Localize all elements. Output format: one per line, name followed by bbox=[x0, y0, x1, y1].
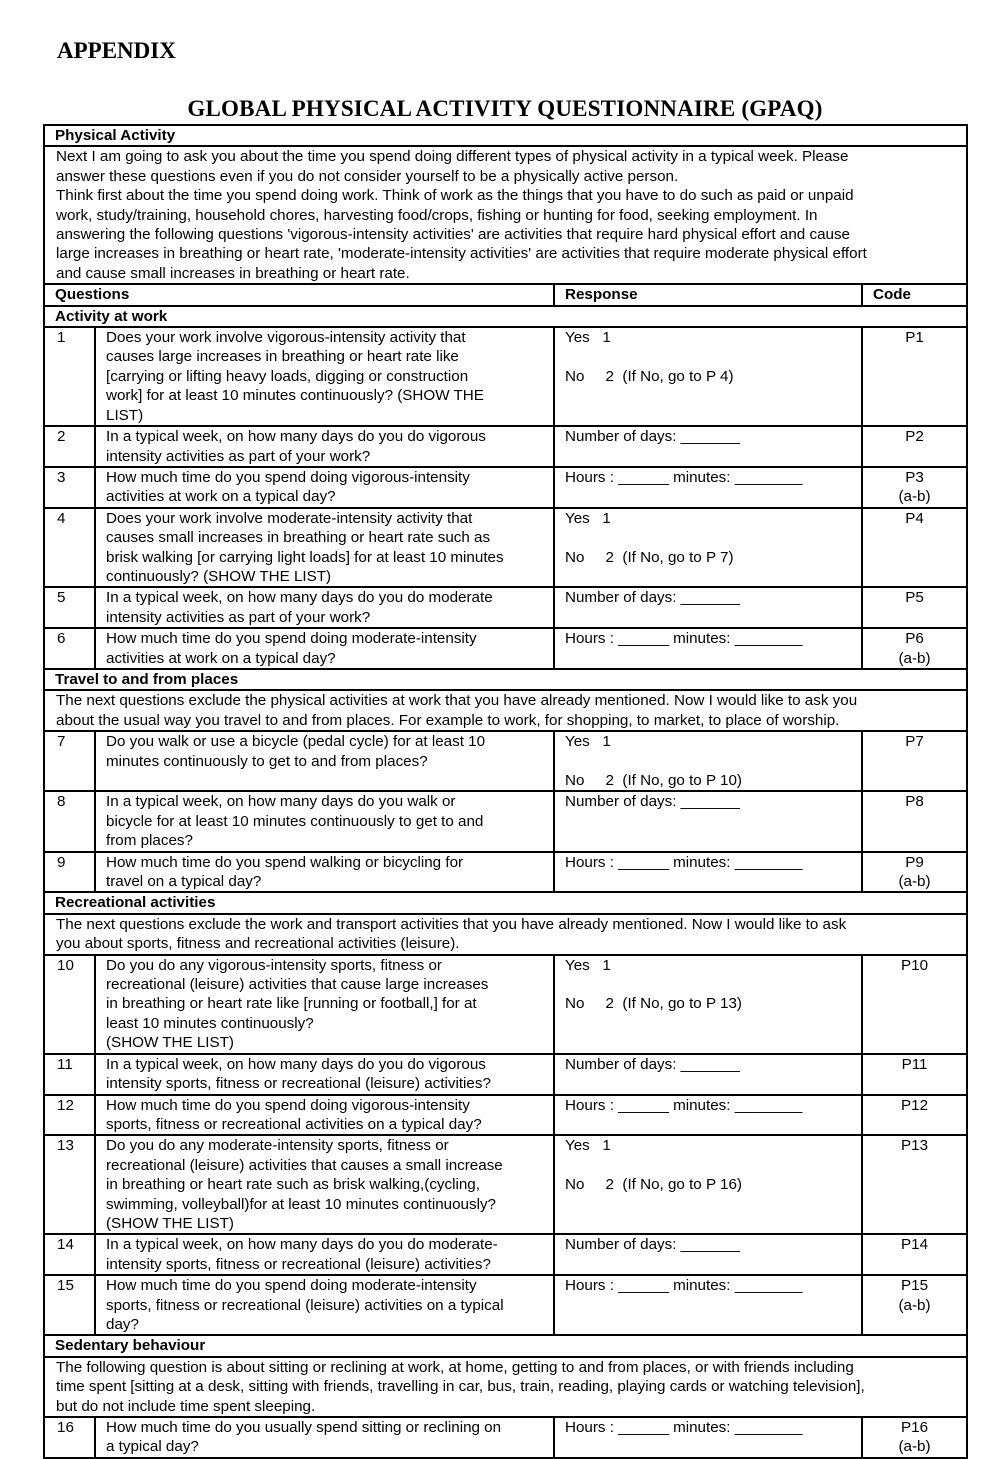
response-field: Yes 1 No 2 (If No, go to P 7) bbox=[553, 506, 863, 589]
question-code: P15 (a-b) bbox=[860, 1274, 969, 1337]
question-code: P13 bbox=[860, 1134, 969, 1236]
question-number: 12 bbox=[43, 1093, 96, 1137]
response-field: Hours : ______ minutes: ________ bbox=[553, 1274, 863, 1337]
question-row: 7 Do you walk or use a bicycle (pedal cyc… bbox=[43, 730, 969, 793]
question-code: P4 bbox=[860, 506, 969, 589]
question-code: P8 bbox=[860, 790, 969, 853]
question-text: Does your work involve moderate-intensit… bbox=[94, 506, 555, 589]
section-header-row: Activity at work bbox=[42, 304, 969, 329]
question-text: How much time do you spend walking or bi… bbox=[94, 850, 555, 894]
question-text: Do you do any vigorous-intensity sports,… bbox=[94, 953, 555, 1055]
question-code: P6 (a-b) bbox=[860, 627, 969, 670]
response-field: Hours : ______ minutes: ________ bbox=[553, 850, 863, 894]
question-text: Do you walk or use a bicycle (pedal cycl… bbox=[94, 730, 555, 793]
section-title: Activity at work bbox=[42, 304, 969, 329]
question-row: 3 How much time do you spend doing vigoro… bbox=[43, 465, 969, 509]
response-field: Number of days: _______ bbox=[553, 1052, 863, 1096]
question-number: 15 bbox=[43, 1274, 96, 1337]
question-number: 6 bbox=[43, 627, 96, 670]
question-text: In a typical week, on how many days do y… bbox=[94, 586, 555, 630]
question-code: P16 (a-b) bbox=[860, 1416, 969, 1459]
header-questions: Questions bbox=[43, 283, 555, 307]
question-row: 13 Do you do any moderate-intensity sport… bbox=[43, 1134, 969, 1236]
header-response: Response bbox=[553, 283, 863, 307]
question-row: 9 How much time do you spend walking or b… bbox=[43, 850, 969, 894]
response-field: Hours : ______ minutes: ________ bbox=[553, 465, 863, 509]
question-text: Does your work involve vigorous-intensit… bbox=[94, 326, 555, 428]
question-number: 9 bbox=[43, 850, 96, 894]
question-row: 14 In a typical week, on how many days do… bbox=[43, 1233, 969, 1277]
question-text: How much time do you spend doing vigorou… bbox=[94, 1093, 555, 1137]
question-text: How much time do you spend doing moderat… bbox=[94, 627, 555, 670]
section-header-row: Sedentary behaviour bbox=[42, 1334, 969, 1358]
gpaq-table: Physical Activity Next I am going to ask… bbox=[42, 123, 969, 1459]
question-code: P12 bbox=[860, 1093, 969, 1137]
question-code: P11 bbox=[860, 1052, 969, 1096]
question-row: 4 Does your work involve moderate-intensi… bbox=[43, 506, 969, 589]
section-header-physical-activity: Physical Activity bbox=[42, 123, 969, 148]
response-field: Yes 1 No 2 (If No, go to P 13) bbox=[553, 953, 863, 1055]
section-intro: The following question is about sitting … bbox=[42, 1355, 969, 1419]
question-number: 16 bbox=[43, 1416, 96, 1459]
appendix-heading: APPENDIX bbox=[57, 38, 176, 63]
question-text: How much time do you spend doing vigorou… bbox=[94, 465, 555, 509]
response-field: Hours : ______ minutes: ________ bbox=[553, 1416, 863, 1459]
question-number: 7 bbox=[43, 730, 96, 793]
header-code: Code bbox=[860, 283, 969, 307]
question-row: 6 How much time do you spend doing modera… bbox=[43, 627, 969, 670]
intro-text: Next I am going to ask you about the tim… bbox=[42, 145, 969, 286]
question-code: P7 bbox=[860, 730, 969, 793]
question-code: P1 bbox=[860, 326, 969, 428]
question-row: 11 In a typical week, on how many days do… bbox=[43, 1052, 969, 1096]
question-number: 4 bbox=[43, 506, 96, 589]
question-code: P3 (a-b) bbox=[860, 465, 969, 509]
question-code: P14 bbox=[860, 1233, 969, 1277]
question-number: 2 bbox=[43, 425, 96, 468]
response-field: Number of days: _______ bbox=[553, 586, 863, 630]
question-text: How much time do you usually spend sitti… bbox=[94, 1416, 555, 1459]
question-text: How much time do you spend doing moderat… bbox=[94, 1274, 555, 1337]
response-field: Number of days: _______ bbox=[553, 790, 863, 853]
question-code: P2 bbox=[860, 425, 969, 468]
response-field: Yes 1 No 2 (If No, go to P 16) bbox=[553, 1134, 863, 1236]
question-code: P5 bbox=[860, 586, 969, 630]
question-number: 3 bbox=[43, 465, 96, 509]
section-header-row: Recreational activities bbox=[42, 891, 969, 915]
question-row: 12 How much time do you spend doing vigor… bbox=[43, 1093, 969, 1137]
question-code: P10 bbox=[860, 953, 969, 1055]
question-number: 10 bbox=[43, 953, 96, 1055]
question-number: 1 bbox=[43, 326, 96, 428]
section-title: Travel to and from places bbox=[42, 667, 969, 692]
section-header-row: Travel to and from places bbox=[42, 667, 969, 692]
response-field: Number of days: _______ bbox=[553, 1233, 863, 1277]
question-number: 8 bbox=[43, 790, 96, 853]
section-intro: The next questions exclude the physical … bbox=[42, 689, 969, 733]
question-code: P9 (a-b) bbox=[860, 850, 969, 894]
question-row: 10 Do you do any vigorous-intensity sport… bbox=[43, 953, 969, 1055]
section-title: Recreational activities bbox=[42, 891, 969, 915]
response-field: Hours : ______ minutes: ________ bbox=[553, 627, 863, 670]
response-field: Yes 1 No 2 (If No, go to P 10) bbox=[553, 730, 863, 793]
document-title: GLOBAL PHYSICAL ACTIVITY QUESTIONNAIRE (… bbox=[187, 96, 823, 121]
question-row: 5 In a typical week, on how many days do … bbox=[43, 586, 969, 630]
response-field: Hours : ______ minutes: ________ bbox=[553, 1093, 863, 1137]
response-field: Yes 1 No 2 (If No, go to P 4) bbox=[553, 326, 863, 428]
question-row: 15 How much time do you spend doing moder… bbox=[43, 1274, 969, 1337]
question-row: 1 Does your work involve vigorous-intensi… bbox=[43, 326, 969, 428]
question-text: In a typical week, on how many days do y… bbox=[94, 425, 555, 468]
response-field: Number of days: _______ bbox=[553, 425, 863, 468]
question-text: In a typical week, on how many days do y… bbox=[94, 1052, 555, 1096]
question-text: Do you do any moderate-intensity sports,… bbox=[94, 1134, 555, 1236]
question-text: In a typical week, on how many days do y… bbox=[94, 790, 555, 853]
question-number: 14 bbox=[43, 1233, 96, 1277]
question-number: 13 bbox=[43, 1134, 96, 1236]
section-title: Sedentary behaviour bbox=[42, 1334, 969, 1358]
question-row: 2 In a typical week, on how many days do … bbox=[43, 425, 969, 468]
question-row: 16 How much time do you usually spend sit… bbox=[43, 1416, 969, 1459]
question-number: 5 bbox=[43, 586, 96, 630]
section-intro: The next questions exclude the work and … bbox=[42, 912, 969, 956]
question-number: 11 bbox=[43, 1052, 96, 1096]
question-row: 8 In a typical week, on how many days do … bbox=[43, 790, 969, 853]
question-text: In a typical week, on how many days do y… bbox=[94, 1233, 555, 1277]
